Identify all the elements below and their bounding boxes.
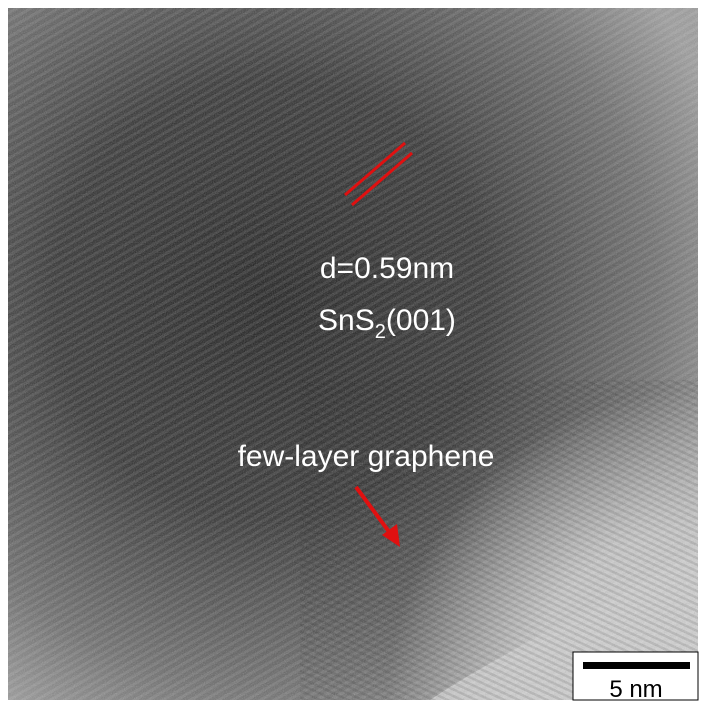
tem-image: d=0.59nm SnS2(001) few-layer graphene 5 … <box>0 0 706 708</box>
scale-label: 5 nm <box>609 676 662 703</box>
scale-bar: 5 nm <box>573 652 698 703</box>
graphene-label: few-layer graphene <box>238 440 495 473</box>
d-spacing-label: d=0.59nm <box>320 252 454 285</box>
page: {"annotations": {"d_spacing": "d=0.59nm"… <box>0 0 706 708</box>
micrograph <box>8 8 698 700</box>
